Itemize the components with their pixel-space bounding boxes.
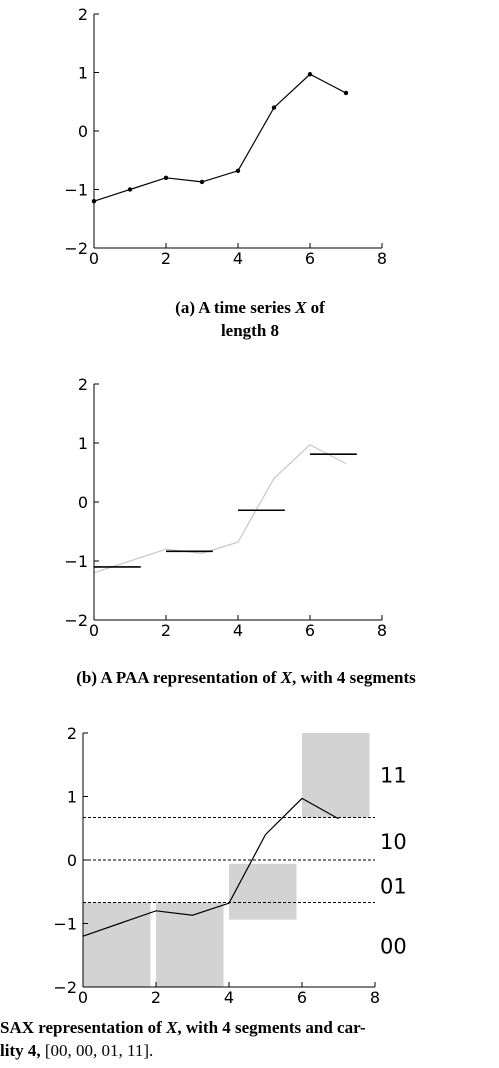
x-tick-label: 4	[224, 988, 234, 1007]
x-tick-label: 2	[151, 988, 161, 1007]
sax-bar	[302, 733, 370, 818]
sax-bar	[156, 902, 224, 987]
chart-a: −2 −1 0 1 2 0 2 4 6 8	[64, 5, 387, 268]
sax-symbol-label: 11	[380, 763, 407, 787]
y-tick-label: 1	[78, 434, 88, 453]
data-point	[271, 105, 277, 110]
data-point	[235, 168, 241, 173]
sax-symbol-label: 10	[380, 830, 407, 854]
y-tick-label: 1	[78, 64, 88, 83]
sax-symbol-label: 01	[380, 874, 407, 898]
caption-c: SAX representation of X, with 4 segments…	[0, 1018, 366, 1060]
y-tick-label: −2	[64, 239, 88, 258]
y-tick-label: −1	[64, 552, 88, 571]
chart-b: −2 −1 0 1 2 0 2 4 6 8	[64, 375, 387, 640]
caption-a: (a) A time series X of length 8	[175, 298, 325, 340]
sax-symbol-label: 00	[380, 935, 407, 959]
y-tick-label: 0	[78, 122, 88, 141]
data-point	[91, 199, 97, 204]
y-tick-label: −1	[53, 915, 77, 934]
x-tick-label: 6	[297, 988, 307, 1007]
y-tick-label: −1	[64, 181, 88, 200]
data-point	[307, 72, 313, 77]
x-tick-label: 8	[377, 621, 387, 640]
x-tick-label: 0	[89, 249, 99, 268]
x-tick-label: 6	[305, 249, 315, 268]
y-tick-label: 2	[67, 724, 77, 743]
y-tick-label: 2	[78, 375, 88, 394]
data-point	[343, 90, 349, 96]
x-tick-label: 0	[78, 988, 88, 1007]
data-point	[127, 187, 133, 192]
y-tick-label: 0	[78, 493, 88, 512]
x-tick-label: 2	[161, 621, 171, 640]
y-tick-label: 2	[78, 5, 88, 24]
series-line	[82, 797, 339, 937]
y-tick-label: −2	[53, 978, 77, 997]
data-point	[163, 175, 169, 180]
series-line	[93, 73, 347, 202]
y-tick-label: 1	[67, 788, 77, 807]
y-tick-label: −2	[64, 611, 88, 630]
x-tick-label: 0	[89, 621, 99, 640]
x-tick-label: 2	[161, 249, 171, 268]
original-series-line	[93, 444, 347, 574]
x-tick-label: 4	[233, 621, 243, 640]
x-tick-label: 8	[370, 988, 380, 1007]
caption-b: (b) A PAA representation of X, with 4 se…	[76, 668, 416, 687]
y-tick-label: 0	[67, 851, 77, 870]
x-tick-label: 4	[233, 249, 243, 268]
sax-bar	[83, 902, 151, 987]
data-point	[199, 179, 205, 185]
x-tick-label: 6	[305, 621, 315, 640]
sax-bar	[229, 863, 297, 920]
x-tick-label: 8	[377, 249, 387, 268]
